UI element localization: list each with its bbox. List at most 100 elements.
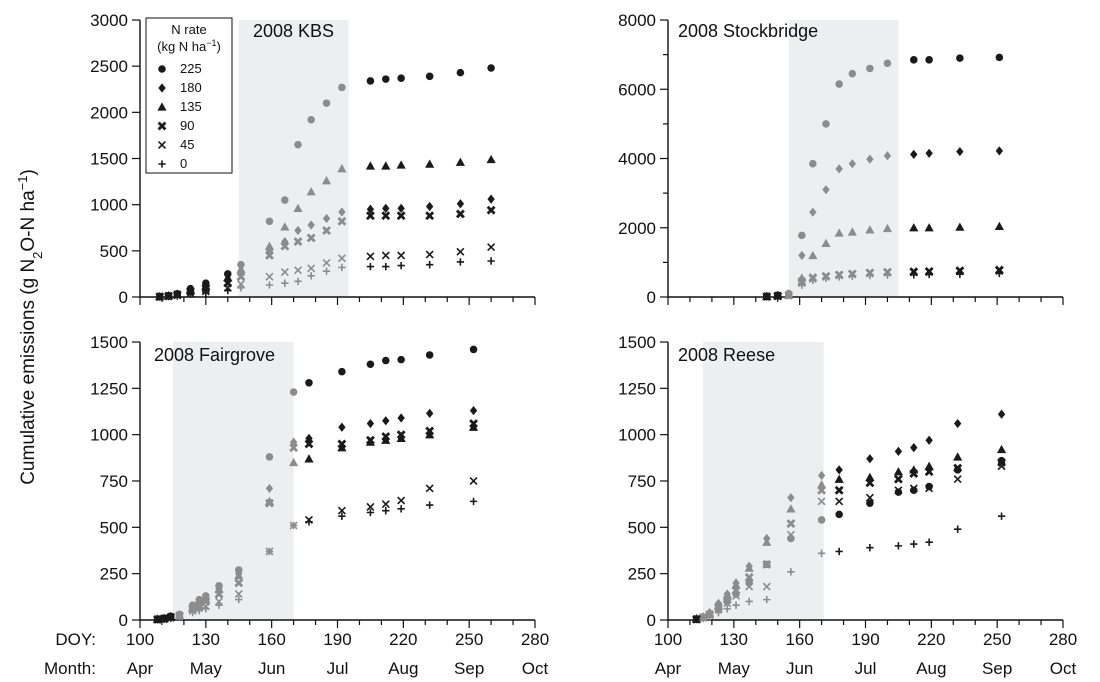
reese-point-225 [925,482,933,491]
kbs-point-90 [486,205,496,215]
fairgrove-point-135 [381,435,391,444]
reese-point-0 [894,542,903,550]
kbs-point-0 [265,281,274,289]
kbs-point-135 [264,241,275,250]
kbs-y-tick-label: 500 [100,242,128,261]
fairgrove-point-0 [469,497,478,506]
kbs-point-180 [397,203,405,213]
reese-point-45 [865,493,874,502]
reese-x-tick-label: 250 [983,630,1011,649]
kbs-point-45 [425,250,434,259]
fairgrove-point-0 [397,505,405,513]
stockbridge-point-135 [924,223,934,232]
legend-label-45: 45 [180,137,194,152]
fairgrove-x-tick-label: 220 [389,630,417,649]
reese-point-180 [910,443,918,453]
stockbridge-y-tick-label: 6000 [618,80,656,99]
reese-x-tick-label: 100 [654,630,682,649]
kbs-shaded-period [238,20,349,297]
reese-point-180 [817,470,826,481]
kbs-point-90 [293,237,303,247]
fairgrove-y-tick-label: 750 [100,472,128,491]
stockbridge-point-135 [994,221,1004,231]
kbs-y-tick-label: 2000 [90,103,128,122]
reese-y-tick-label: 250 [628,565,656,584]
reese-point-0 [745,597,753,606]
reese-point-135 [744,563,754,572]
reese-point-0 [732,601,740,609]
stockbridge-point-180 [835,164,843,174]
stockbridge-y-tick-label: 2000 [618,219,656,238]
stockbridge-point-180 [822,185,830,195]
stockbridge-point-225 [883,59,892,68]
kbs-point-45 [236,280,245,289]
kbs-point-135 [337,164,347,173]
fairgrove-point-0 [195,607,203,615]
reese-point-225 [910,486,918,495]
kbs-point-0 [224,286,232,295]
fairgrove-point-0 [160,615,168,623]
fairgrove-point-0 [289,521,298,530]
stockbridge-point-180 [925,148,933,158]
stockbridge-point-90 [797,276,807,286]
kbs-point-135 [321,176,332,185]
kbs-point-180 [338,207,346,217]
kbs-point-45 [397,251,406,260]
reese-point-0 [706,613,714,621]
fairgrove-point-45 [425,484,434,493]
fairgrove-month-label: Sep [454,659,484,678]
kbs-point-0 [382,262,390,271]
fairgrove-point-90 [188,604,198,614]
stockbridge-shaded-period [788,20,899,297]
panel-kbs: 0 500 1000 1500 2000 2500 3000 2008 KBS [90,11,536,307]
stockbridge-point-0 [785,291,793,300]
fairgrove-point-0 [265,547,274,556]
reese-point-45 [925,484,934,493]
kbs-point-225 [281,196,289,204]
reese-point-90 [744,572,754,582]
fairgrove-y-tick-label: 0 [119,611,128,630]
reese-point-0 [723,605,731,613]
kbs-point-45 [293,266,303,275]
legend-marker-0 [158,160,166,168]
legend: N rate (kg N ha−1) 225 180 135 90 45 0 [145,17,233,174]
reese-shaded-period [703,342,824,620]
reese-point-0 [910,540,918,548]
kbs-point-0 [237,284,245,292]
fairgrove-point-225 [425,351,434,359]
reese-y-tick-label: 0 [647,611,656,630]
stockbridge-point-0 [835,273,843,281]
kbs-point-225 [382,75,390,83]
fairgrove-series-0 [153,497,478,624]
stockbridge-point-135 [955,222,965,231]
reese-y-tick-label: 750 [628,472,656,491]
reese-point-180 [835,465,843,475]
reese-point-45 [714,604,723,613]
stockbridge-point-225 [798,231,806,240]
fairgrove-point-90 [234,578,244,588]
fairgrove-point-225 [305,379,313,387]
kbs-point-0 [456,258,465,266]
fairgrove-point-0 [202,605,210,613]
stockbridge-point-180 [956,146,964,157]
fairgrove-point-45 [214,597,224,606]
reese-x-tick-label: 220 [917,630,945,649]
kbs-y-tick-label: 3000 [90,11,128,30]
fairgrove-x-tick-label: 130 [192,630,220,649]
reese-point-0 [866,544,874,552]
fairgrove-x-tick-label: 280 [521,630,549,649]
reese-point-45 [732,591,741,600]
reese-point-45 [894,486,903,495]
fairgrove-point-135 [289,457,299,467]
kbs-point-135 [365,161,376,170]
stockbridge-series-0 [763,269,1004,301]
kbs-y-tick-label: 0 [119,288,128,307]
kbs-point-0 [397,261,405,270]
fairgrove-point-0 [175,613,184,621]
fairgrove-point-90 [265,498,274,508]
kbs-point-225 [294,140,302,149]
fairgrove-month-label: Oct [522,659,549,678]
stockbridge-point-0 [798,281,806,289]
fairgrove-y-tick-label: 250 [100,565,128,584]
